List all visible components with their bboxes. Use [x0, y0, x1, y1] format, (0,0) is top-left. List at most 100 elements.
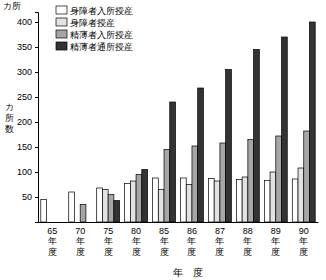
x-tick: 70年度	[75, 222, 85, 257]
x-tick: 80年度	[131, 222, 141, 257]
legend-item: 身障者授産	[56, 18, 115, 28]
y-tick: 250	[17, 92, 38, 102]
x-tick: 88年度	[243, 222, 253, 257]
bar	[186, 185, 192, 223]
x-tick: 87年度	[215, 222, 225, 257]
bar	[153, 178, 159, 222]
bar	[276, 136, 282, 222]
bar	[220, 143, 226, 222]
y-tick: 100	[17, 167, 38, 177]
y-tick: 50	[22, 192, 38, 202]
y-tick-mark	[35, 197, 38, 198]
bar	[41, 200, 47, 223]
x-tick: 89年度	[271, 222, 281, 257]
bar	[136, 175, 142, 223]
chart: 50 100 150 200 250 300 350 400 65年度 70年度 75年度 80年度 8…	[0, 0, 326, 280]
y-tick-label: 150	[17, 142, 32, 152]
y-tick: 300	[17, 67, 38, 77]
x-tick-label: 75年度	[103, 226, 113, 257]
y-tick-label: 100	[17, 167, 32, 177]
x-axis-title: 年 度	[173, 267, 203, 278]
bar	[248, 140, 254, 223]
bar	[198, 88, 204, 222]
bar	[298, 168, 304, 222]
bar	[97, 188, 103, 222]
bar	[214, 181, 220, 222]
bar	[142, 170, 148, 223]
legend-label: 精薄者入所授産	[70, 30, 133, 40]
legend-label: 身障者授産	[70, 18, 115, 28]
plot: 50 100 150 200 250 300 350 400 65年度 70年度 75年度 80年度 8…	[17, 13, 319, 257]
x-axis-line	[39, 222, 319, 223]
bar	[309, 22, 315, 222]
bar	[69, 192, 75, 222]
legend-swatch	[56, 18, 67, 26]
legend-item: 精薄者入所授産	[56, 30, 133, 40]
y-axis-line	[35, 13, 39, 223]
bar	[304, 131, 310, 222]
bar	[208, 179, 214, 223]
legend-swatch	[56, 30, 67, 38]
y-tick-label: 200	[17, 117, 32, 127]
bar	[114, 201, 120, 223]
x-tick: 85年度	[159, 222, 169, 257]
x-tick-label: 90年度	[299, 226, 309, 257]
bar	[108, 195, 114, 223]
bar	[125, 184, 131, 223]
bar	[181, 178, 187, 222]
y-tick-label: 50	[22, 192, 32, 202]
y-axis-title: カ所数	[5, 102, 14, 134]
bar	[130, 181, 136, 222]
y-tick-mark	[35, 47, 38, 48]
x-tick-label: 87年度	[215, 226, 225, 257]
bar	[242, 177, 248, 222]
x-axis: 65年度 70年度 75年度 80年度 85年度 86年度 87年度 88年度 89年度 90年度	[39, 222, 319, 257]
bar	[164, 150, 170, 223]
bar	[270, 172, 276, 222]
y-unit: カ所	[3, 1, 21, 11]
legend-swatch	[56, 6, 67, 14]
bar	[264, 181, 270, 223]
y-tick-label: 250	[17, 92, 32, 102]
bars	[41, 22, 315, 222]
y-tick-label: 350	[17, 42, 32, 52]
y-tick-mark	[35, 122, 38, 123]
x-tick-label: 85年度	[159, 226, 169, 257]
bar	[80, 205, 86, 223]
x-tick-label: 88年度	[243, 226, 253, 257]
y-tick-mark	[35, 147, 38, 148]
y-axis: 50 100 150 200 250 300 350 400	[17, 13, 39, 223]
x-tick-label: 89年度	[271, 226, 281, 257]
bar	[158, 190, 164, 223]
legend-item: 精薄者通所授産	[56, 42, 133, 52]
x-tick-label: 86年度	[187, 226, 197, 257]
legend: 身障者入所授産身障者授産精薄者入所授産精薄者通所授産	[56, 6, 133, 52]
bar	[292, 179, 298, 222]
bar	[254, 50, 260, 223]
bar	[226, 70, 232, 223]
x-tick: 75年度	[103, 222, 113, 257]
x-tick: 65年度	[47, 222, 57, 257]
y-tick: 200	[17, 117, 38, 127]
y-tick-mark	[35, 72, 38, 73]
y-tick-label: 300	[17, 67, 32, 77]
y-tick-mark	[35, 97, 38, 98]
legend-swatch	[56, 42, 67, 50]
y-tick-label: 400	[17, 17, 32, 27]
x-tick-label: 65年度	[47, 226, 57, 257]
y-tick: 350	[17, 42, 38, 52]
bar	[236, 180, 242, 223]
legend-item: 身障者入所授産	[56, 6, 133, 16]
y-tick: 400	[17, 17, 38, 27]
x-tick-label: 70年度	[75, 226, 85, 257]
x-tick-label: 80年度	[131, 226, 141, 257]
y-tick-mark	[35, 172, 38, 173]
x-tick: 86年度	[187, 222, 197, 257]
bar	[102, 190, 108, 223]
bar	[192, 146, 198, 222]
legend-label: 精薄者通所授産	[70, 42, 133, 52]
bar	[282, 37, 288, 222]
x-tick: 90年度	[299, 222, 309, 257]
y-tick: 150	[17, 142, 38, 152]
bar	[170, 102, 176, 222]
